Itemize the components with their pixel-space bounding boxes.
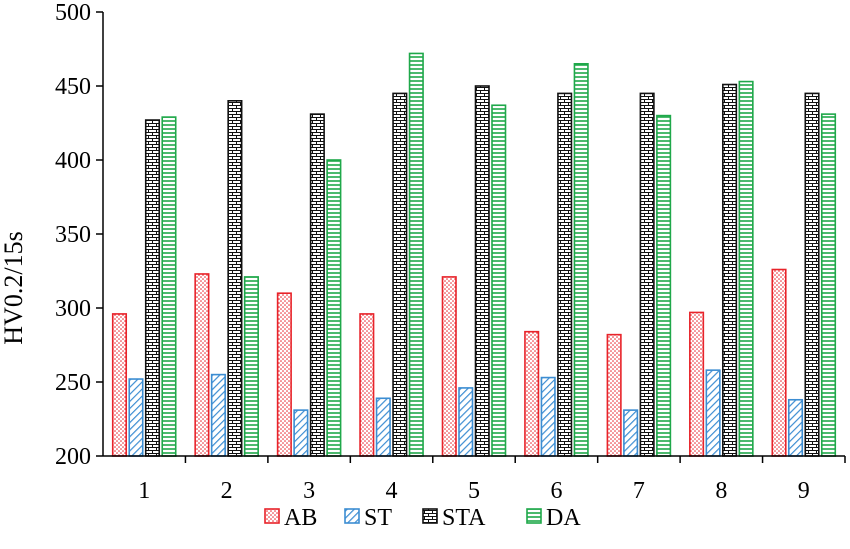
bar-ab-2	[194, 273, 210, 457]
bar-sta-2	[227, 100, 243, 457]
x-tick-label: 2	[221, 478, 233, 504]
x-tick-label: 5	[468, 478, 480, 504]
legend-swatch-sta	[422, 508, 438, 524]
bars-group	[111, 52, 837, 457]
bar-sta-3	[309, 113, 325, 457]
bar-ab-1	[111, 313, 128, 457]
legend-label-st: ST	[364, 505, 392, 531]
bar-ab-6	[524, 330, 540, 457]
x-tick-label: 4	[386, 478, 398, 504]
bar-st-4	[375, 397, 391, 457]
bar-sta-9	[804, 92, 820, 457]
bar-sta-4	[392, 92, 408, 457]
x-tick-label: 6	[550, 478, 562, 504]
bar-da-3	[326, 159, 342, 457]
y-axis-ticks: 200 250 300 350 400 450 500	[55, 0, 103, 470]
y-tick-label: 200	[55, 444, 91, 470]
legend-label-ab: AB	[284, 505, 317, 531]
bar-st-9	[787, 398, 804, 457]
bar-ab-8	[689, 311, 705, 457]
x-tick-label: 8	[715, 478, 727, 504]
bar-st-7	[623, 409, 639, 457]
y-axis-title: HV0.2/15s	[0, 231, 28, 344]
x-tick-label: 1	[138, 478, 150, 504]
legend: AB ST STA DA	[264, 505, 581, 531]
bar-da-9	[820, 113, 837, 457]
bar-sta-1	[144, 119, 161, 457]
y-tick-label: 350	[55, 222, 91, 248]
x-tick-label: 7	[633, 478, 645, 504]
bar-da-2	[243, 276, 259, 457]
bar-da-8	[738, 80, 754, 457]
bar-st-3	[293, 409, 309, 457]
legend-label-da: DA	[546, 505, 581, 531]
legend-swatch-ab	[264, 508, 280, 524]
y-tick-label: 450	[55, 74, 91, 100]
y-tick-label: 400	[55, 148, 91, 174]
bar-st-6	[540, 376, 556, 457]
bar-ab-4	[359, 313, 375, 457]
x-tick-label: 9	[798, 478, 810, 504]
legend-swatch-st	[344, 508, 360, 524]
bar-st-5	[458, 387, 474, 457]
bar-ab-3	[276, 292, 292, 457]
bar-st-8	[705, 369, 721, 457]
y-tick-label: 250	[55, 370, 91, 396]
legend-label-sta: STA	[442, 505, 486, 531]
y-tick-label: 500	[55, 0, 91, 26]
x-axis-ticks: 1 2 3 4 5 6 7 8 9	[138, 456, 846, 504]
x-tick-label: 3	[303, 478, 315, 504]
bar-da-1	[161, 116, 177, 457]
bar-da-4	[408, 52, 424, 457]
bar-sta-6	[557, 92, 573, 457]
bar-sta-5	[474, 85, 490, 457]
bar-ab-9	[771, 268, 787, 457]
bar-da-5	[491, 104, 507, 457]
bar-st-2	[210, 373, 226, 457]
bar-ab-7	[606, 333, 622, 457]
bar-ab-5	[441, 276, 457, 457]
bar-da-6	[573, 62, 589, 457]
bar-sta-8	[722, 83, 738, 457]
bar-da-7	[656, 114, 672, 457]
y-tick-label: 300	[55, 296, 91, 322]
bar-st-1	[128, 378, 144, 457]
legend-swatch-da	[526, 508, 542, 524]
bar-sta-7	[639, 92, 655, 457]
